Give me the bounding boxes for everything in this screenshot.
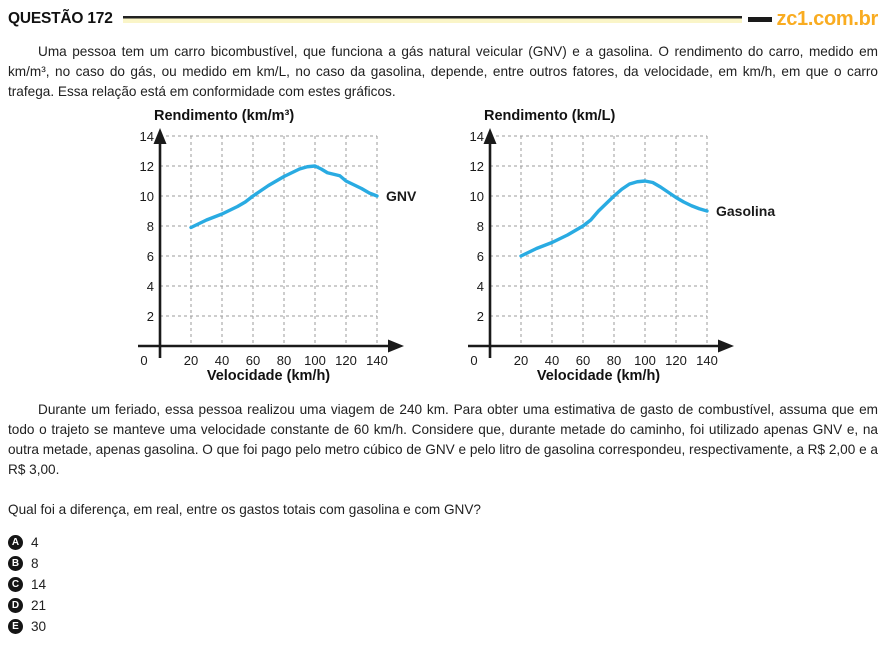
svg-text:4: 4	[477, 279, 484, 294]
option-c[interactable]: C 14	[8, 574, 878, 595]
svg-text:8: 8	[477, 219, 484, 234]
gasolina-chart-title: Rendimento (km/L)	[484, 108, 616, 124]
option-a-text: 4	[31, 535, 39, 550]
svg-text:12: 12	[140, 159, 154, 174]
option-b[interactable]: B 8	[8, 553, 878, 574]
svg-text:0: 0	[470, 353, 477, 368]
intro-paragraph: Uma pessoa tem um carro bicombustível, q…	[8, 44, 878, 99]
question-text: Qual foi a diferença, em real, entre os …	[8, 502, 481, 517]
svg-text:120: 120	[335, 353, 357, 368]
svg-text:100: 100	[304, 353, 326, 368]
options-list: A 4 B 8 C 14 D 21 E 30	[8, 532, 878, 637]
option-c-text: 14	[31, 577, 47, 592]
gasolina-chart: Rendimento (km/L) 2 4 6 8 10 12 14 20 40 60 80 100 1…	[460, 108, 790, 384]
charts-row: Rendimento (km/m³) 2 4 6 8 10 12 14 20 40 60 80 100…	[130, 108, 878, 384]
option-d-text: 21	[31, 598, 47, 613]
svg-text:10: 10	[470, 189, 484, 204]
option-b-letter-icon: B	[8, 556, 23, 571]
body-paragraph: Durante um feriado, essa pessoa realizou…	[8, 402, 878, 477]
option-a[interactable]: A 4	[8, 532, 878, 553]
svg-text:40: 40	[215, 353, 229, 368]
gnv-chart-title: Rendimento (km/m³)	[154, 108, 295, 124]
svg-text:100: 100	[634, 353, 656, 368]
svg-text:8: 8	[147, 219, 154, 234]
svg-text:6: 6	[477, 249, 484, 264]
svg-text:GNV: GNV	[386, 188, 417, 204]
option-b-text: 8	[31, 556, 39, 571]
header-rule	[122, 15, 742, 23]
svg-text:0: 0	[140, 353, 147, 368]
svg-text:6: 6	[147, 249, 154, 264]
svg-text:60: 60	[246, 353, 260, 368]
option-d[interactable]: D 21	[8, 595, 878, 616]
svg-text:Gasolina: Gasolina	[716, 203, 775, 219]
option-e[interactable]: E 30	[8, 616, 878, 637]
option-a-letter-icon: A	[8, 535, 23, 550]
site-logo: zc1.com.br	[776, 7, 879, 30]
option-e-letter-icon: E	[8, 619, 23, 634]
svg-text:2: 2	[477, 309, 484, 324]
gasolina-chart-xlabel: Velocidade (km/h)	[536, 368, 661, 384]
svg-text:12: 12	[470, 159, 484, 174]
svg-text:60: 60	[576, 353, 590, 368]
svg-text:140: 140	[366, 353, 388, 368]
header: QUESTÃO 172 zc1.com.br	[8, 6, 878, 32]
svg-text:14: 14	[140, 129, 154, 144]
svg-text:10: 10	[140, 189, 154, 204]
svg-text:120: 120	[665, 353, 687, 368]
option-d-letter-icon: D	[8, 598, 23, 613]
svg-text:2: 2	[147, 309, 154, 324]
question-number: QUESTÃO 172	[8, 10, 113, 27]
logo-dash-icon	[747, 16, 772, 22]
option-c-letter-icon: C	[8, 577, 23, 592]
svg-text:40: 40	[545, 353, 559, 368]
svg-text:80: 80	[277, 353, 291, 368]
svg-text:4: 4	[147, 279, 154, 294]
option-e-text: 30	[31, 619, 47, 634]
gnv-chart: Rendimento (km/m³) 2 4 6 8 10 12 14 20 40 60 80 100…	[130, 108, 460, 384]
svg-text:20: 20	[184, 353, 198, 368]
svg-text:80: 80	[607, 353, 621, 368]
gnv-chart-plot: 2 4 6 8 10 12 14 20 40 60 80 100 120 140 0 GNV	[138, 128, 417, 368]
gasolina-chart-plot: 2 4 6 8 10 12 14 20 40 60 80 100 120 140 0 Gasolina	[468, 128, 775, 368]
svg-text:20: 20	[514, 353, 528, 368]
svg-text:140: 140	[696, 353, 718, 368]
gnv-chart-xlabel: Velocidade (km/h)	[206, 368, 331, 384]
svg-text:14: 14	[470, 129, 484, 144]
